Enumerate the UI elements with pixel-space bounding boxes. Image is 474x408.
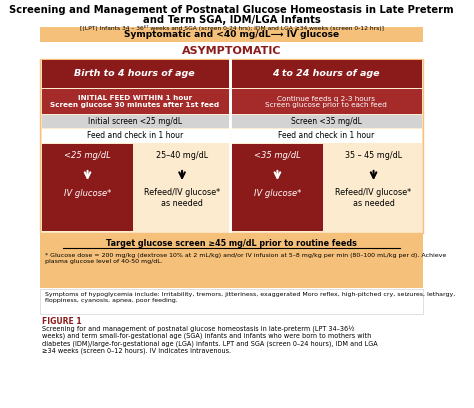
FancyBboxPatch shape — [40, 59, 423, 233]
FancyBboxPatch shape — [136, 144, 228, 231]
Text: Screen <35 mg/dL: Screen <35 mg/dL — [291, 117, 362, 126]
Text: Continue feeds q 2-3 hours
Screen glucose prior to each feed: Continue feeds q 2-3 hours Screen glucos… — [265, 95, 387, 109]
Text: 35 – 45 mg/dL: 35 – 45 mg/dL — [345, 151, 402, 160]
FancyBboxPatch shape — [232, 144, 323, 231]
FancyBboxPatch shape — [232, 60, 422, 88]
Text: Target glucose screen ≥45 mg/dL prior to routine feeds: Target glucose screen ≥45 mg/dL prior to… — [106, 239, 357, 248]
FancyBboxPatch shape — [42, 115, 228, 128]
Text: INITIAL FEED WITHIN 1 hour
Screen glucose 30 minutes after 1st feed: INITIAL FEED WITHIN 1 hour Screen glucos… — [50, 95, 219, 109]
FancyBboxPatch shape — [326, 144, 422, 231]
FancyBboxPatch shape — [40, 43, 423, 58]
FancyBboxPatch shape — [42, 144, 133, 231]
FancyBboxPatch shape — [232, 89, 422, 114]
FancyBboxPatch shape — [42, 129, 228, 143]
Text: Feed and check in 1 hour: Feed and check in 1 hour — [278, 131, 374, 140]
Text: 25–40 mg/dL: 25–40 mg/dL — [156, 151, 208, 160]
Text: Feed and check in 1 hour: Feed and check in 1 hour — [87, 131, 183, 140]
Text: and Term SGA, IDM/LGA Infants: and Term SGA, IDM/LGA Infants — [143, 15, 320, 25]
Text: Birth to 4 hours of age: Birth to 4 hours of age — [74, 69, 195, 78]
Text: Symptoms of hypoglycemia include: Irritability, tremors, jitteriness, exaggerate: Symptoms of hypoglycemia include: Irrita… — [45, 292, 456, 303]
Text: Refeed/IV glucose*
as needed: Refeed/IV glucose* as needed — [144, 188, 220, 208]
FancyBboxPatch shape — [40, 289, 423, 314]
Text: Screening for and management of postnatal glucose homeostasis in late-preterm (L: Screening for and management of postnata… — [42, 325, 378, 354]
FancyBboxPatch shape — [232, 129, 422, 143]
Text: IV glucose*: IV glucose* — [254, 188, 301, 197]
Text: * Glucose dose = 200 mg/kg (dextrose 10% at 2 mL/kg) and/or IV infusion at 5–8 m: * Glucose dose = 200 mg/kg (dextrose 10%… — [45, 253, 447, 264]
Text: IV glucose*: IV glucose* — [64, 188, 111, 197]
Text: <25 mg/dL: <25 mg/dL — [64, 151, 111, 160]
FancyBboxPatch shape — [232, 115, 422, 128]
Text: Initial screen <25 mg/dL: Initial screen <25 mg/dL — [88, 117, 182, 126]
FancyBboxPatch shape — [42, 60, 228, 88]
FancyBboxPatch shape — [40, 27, 423, 42]
Text: Refeed/IV glucose*
as needed: Refeed/IV glucose* as needed — [336, 188, 411, 208]
Text: FIGURE 1: FIGURE 1 — [42, 317, 82, 326]
Text: ASYMPTOMATIC: ASYMPTOMATIC — [182, 46, 282, 56]
Text: <35 mg/dL: <35 mg/dL — [254, 151, 301, 160]
FancyBboxPatch shape — [40, 234, 423, 288]
FancyBboxPatch shape — [39, 0, 425, 68]
Text: Symptomatic and <40 mg/dL⟶ IV glucose: Symptomatic and <40 mg/dL⟶ IV glucose — [124, 30, 339, 39]
FancyBboxPatch shape — [42, 89, 228, 114]
Text: [(LPT) Infants 34 – 36⁶⁷ weeks and SGA (screen 0-24 hrs); IDM and LGA ≥34 weeks : [(LPT) Infants 34 – 36⁶⁷ weeks and SGA (… — [80, 25, 384, 31]
Text: Screening and Management of Postnatal Glucose Homeostasis in Late Preterm: Screening and Management of Postnatal Gl… — [9, 5, 454, 15]
Text: 4 to 24 hours of age: 4 to 24 hours of age — [273, 69, 380, 78]
